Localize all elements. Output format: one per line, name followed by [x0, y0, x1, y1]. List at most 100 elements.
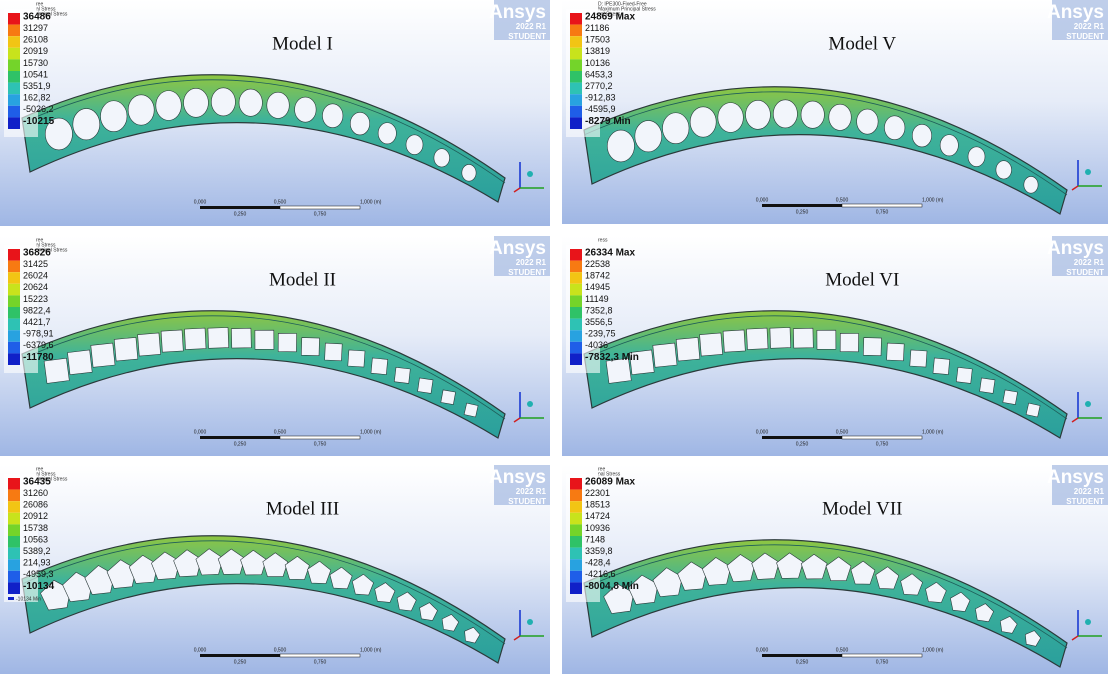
- scale-label: 0,750: [314, 659, 327, 665]
- scale-bar: [842, 436, 922, 439]
- legend-label: 20919: [23, 46, 48, 56]
- model-title: Model I: [272, 33, 333, 54]
- hole: [138, 333, 161, 356]
- logo-version: 2022 R1: [1074, 22, 1105, 31]
- legend-swatch: [8, 25, 20, 37]
- hole: [635, 121, 662, 152]
- legend-label: 22538: [585, 259, 610, 269]
- legend-swatch: [570, 559, 582, 571]
- legend-swatch: [8, 71, 20, 83]
- legend-label: 36435: [23, 477, 51, 488]
- legend-label: -5026,2: [23, 104, 54, 114]
- legend-swatch: [8, 353, 20, 365]
- hole: [1003, 390, 1018, 405]
- scale-label: 0,000: [756, 197, 769, 203]
- legend-swatch: [570, 94, 582, 106]
- legend-swatch: [8, 307, 20, 319]
- legend-swatch: [570, 478, 582, 490]
- model-title: Model VII: [822, 498, 902, 519]
- legend-swatch: [570, 25, 582, 37]
- triad-ball: [1085, 169, 1091, 175]
- scale-label: 0,750: [314, 211, 327, 217]
- hole: [161, 330, 183, 352]
- legend-label: 10936: [585, 523, 610, 533]
- hole: [350, 112, 369, 135]
- hole: [718, 103, 743, 133]
- hole: [100, 101, 127, 132]
- legend-swatch: [570, 319, 582, 331]
- logo-edition: STUDENT: [508, 497, 546, 506]
- legend-swatch: [570, 284, 582, 296]
- triad-ball: [527, 171, 533, 177]
- logo-brand: Ansys: [489, 2, 546, 23]
- hole: [348, 350, 365, 367]
- legend-header: ress: [598, 237, 608, 243]
- legend-swatch: [570, 272, 582, 284]
- logo-brand: Ansys: [1047, 467, 1104, 488]
- legend-label: -4036: [585, 340, 608, 350]
- legend-swatch: [8, 295, 20, 307]
- legend-swatch: [8, 582, 20, 594]
- hole: [371, 358, 388, 375]
- hole: [996, 161, 1012, 179]
- legend-label: 36826: [23, 248, 51, 259]
- logo-brand: Ansys: [1047, 238, 1104, 259]
- legend-label: 36486: [23, 12, 51, 23]
- legend-label: -912,83: [585, 93, 616, 103]
- legend-swatch: [570, 261, 582, 273]
- hole: [980, 378, 995, 393]
- page: {"panels": [ {"title": "Model I", "heade…: [0, 0, 1108, 674]
- legend-label: 10563: [23, 534, 48, 544]
- legend-swatch: [570, 536, 582, 548]
- scale-label: 0,750: [876, 441, 889, 447]
- hole: [231, 328, 251, 348]
- hole: [114, 337, 138, 361]
- hole: [607, 130, 634, 162]
- hole: [325, 343, 343, 361]
- legend-swatch: [8, 524, 20, 536]
- scale-label: 0,500: [836, 647, 849, 653]
- legend-swatch: [570, 59, 582, 71]
- hole: [968, 147, 985, 167]
- hole: [208, 328, 229, 349]
- legend-swatch: [8, 319, 20, 331]
- hole: [829, 104, 851, 130]
- legend-label: 20912: [23, 511, 48, 521]
- scale-label: 0,750: [876, 659, 889, 665]
- scale-bar: [280, 206, 360, 209]
- hole: [156, 91, 181, 121]
- scale-bar: [842, 204, 922, 207]
- legend-label: 26086: [23, 500, 48, 510]
- hole: [676, 337, 700, 361]
- legend-label: 3556,5: [585, 317, 613, 327]
- scale-label: 0,500: [274, 199, 287, 205]
- legend-label: 14724: [585, 511, 610, 521]
- hole: [912, 124, 931, 147]
- scale-label: 0,000: [194, 429, 207, 435]
- legend-label: 26089 Max: [585, 477, 635, 488]
- hole: [378, 123, 396, 144]
- legend-label: 11149: [585, 294, 609, 304]
- legend-swatch: [570, 353, 582, 365]
- legend-label: 22301: [585, 488, 610, 498]
- hole: [441, 390, 456, 405]
- legend-label: 4421,7: [23, 317, 51, 327]
- legend-swatch: [570, 13, 582, 25]
- logo-edition: STUDENT: [508, 32, 546, 41]
- scale-label: 0,500: [274, 647, 287, 653]
- legend-swatch: [570, 548, 582, 560]
- hole: [211, 88, 235, 116]
- legend-label: 17503: [585, 35, 610, 45]
- scale-label: 0,250: [796, 209, 809, 215]
- scale-label: 0,500: [274, 429, 287, 435]
- scale-label: 1,000 (m): [922, 429, 944, 435]
- legend-label: 26024: [23, 271, 48, 281]
- hole: [801, 101, 824, 128]
- legend-label: 24869 Max: [585, 12, 635, 23]
- legend-label: 21186: [585, 23, 609, 33]
- legend-swatch: [570, 117, 582, 129]
